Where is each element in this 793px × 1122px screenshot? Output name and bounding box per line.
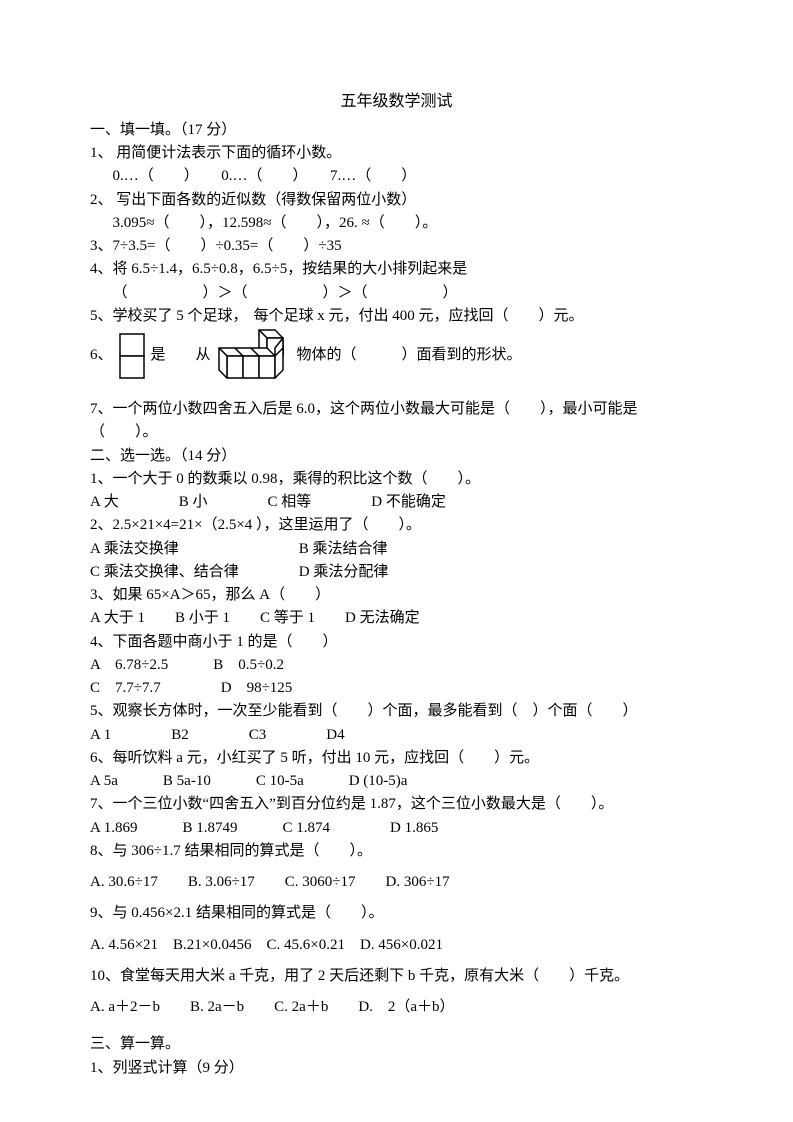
q1-6a: 6、 — [90, 344, 113, 367]
q3-1: 1、列竖式计算（9 分） — [90, 1057, 703, 1080]
q1-5b: 每个足球 x 元，付出 400 元，应找回（ ）元。 — [254, 305, 584, 328]
q1-2b: 3.095≈（ ），12.598≈（ ），26. ≈（ ）。 — [90, 212, 703, 235]
q2-7: 7、一个三位小数“四舍五入”到百分位约是 1.87，这个三位小数最大是（ ）。 — [90, 793, 703, 816]
q1-3: 3、7÷3.5=（ ）÷0.35=（ ）÷35 — [90, 235, 703, 258]
page-title: 五年级数学测试 — [90, 90, 703, 115]
q1-1b: 0.…（ ） 0.…（ ） 7.…（ ） — [90, 165, 703, 188]
q2-2b: C 乘法交换律、结合律 D 乘法分配律 — [90, 561, 703, 584]
q1-6c: 物体的（ ）面看到的形状。 — [297, 344, 522, 367]
q1-5a: 5、学校买了 5 个足球， — [90, 305, 248, 328]
q1-6-row: 6、 是 从 物体的（ ）面看到的形状。 — [90, 328, 703, 384]
two-squares-icon — [119, 333, 145, 379]
q2-7o: A 1.869 B 1.8749 C 1.874 D 1.865 — [90, 817, 703, 840]
q2-4: 4、下面各题中商小于 1 的是（ ） — [90, 631, 703, 654]
q2-1o: A 大 B 小 C 相等 D 不能确定 — [90, 491, 703, 514]
q2-6o: A 5a B 5a-10 C 10-5a D (10-5)a — [90, 770, 703, 793]
q1-4a: 4、将 6.5÷1.4，6.5÷0.8，6.5÷5，按结果的大小排列起来是 — [90, 258, 703, 281]
sec1-heading: 一、填一填。（17 分） — [90, 119, 703, 142]
q1-5-6-row: 5、学校买了 5 个足球， 每个足球 x 元，付出 400 元，应找回（ ）元。 — [90, 305, 703, 328]
q1-1a: 1、 用简便计法表示下面的循环小数。 — [90, 142, 703, 165]
q2-10o: A. a＋2－b B. 2a－b C. 2a＋b D. 2（a＋b） — [90, 996, 703, 1019]
q2-4a: A 6.78÷2.5 B 0.5÷0.2 — [90, 654, 703, 677]
q2-9: 9、与 0.456×2.1 结果相同的算式是（ ）。 — [90, 902, 703, 925]
q2-3o: A 大于 1 B 小于 1 C 等于 1 D 无法确定 — [90, 607, 703, 630]
q2-3: 3、如果 65×A＞65，那么 A（ ） — [90, 584, 703, 607]
q2-5: 5、观察长方体时，一次至少能看到（ ）个面，最多能看到（ ）个面（ ） — [90, 700, 703, 723]
q1-4b: （ ）＞（ ）＞（ ） — [90, 282, 703, 305]
q2-5o: A 1 B2 C3 D4 — [90, 724, 703, 747]
q2-2: 2、2.5×21×4=21×（2.5×4 ），这里运用了（ ）。 — [90, 514, 703, 537]
q2-8: 8、与 306÷1.7 结果相同的算式是（ ）。 — [90, 840, 703, 863]
q1-6b: 是 从 — [151, 344, 211, 367]
sec2-heading: 二、选一选。（14 分） — [90, 445, 703, 468]
cube-stack-icon — [217, 328, 291, 384]
q2-4b: C 7.7÷7.7 D 98÷125 — [90, 677, 703, 700]
q1-2a: 2、 写出下面各数的近似数（得数保留两位小数） — [90, 189, 703, 212]
q2-10: 10、食堂每天用大米 a 千克，用了 2 天后还剩下 b 千克，原有大米（ ）千… — [90, 965, 703, 988]
q2-9o: A. 4.56×21 B.21×0.0456 C. 45.6×0.21 D. 4… — [90, 934, 703, 957]
q2-1: 1、一个大于 0 的数乘以 0.98，乘得的积比这个数（ ）。 — [90, 468, 703, 491]
sec3-heading: 三、算一算。 — [90, 1033, 703, 1056]
q2-2a: A 乘法交换律 B 乘法结合律 — [90, 538, 703, 561]
q1-7: 7、一个两位小数四舍五入后是 6.0，这个两位小数最大可能是（ ），最小可能是（… — [90, 398, 703, 445]
q2-8o: A. 30.6÷17 B. 3.06÷17 C. 3060÷17 D. 306÷… — [90, 871, 703, 894]
q2-6: 6、每听饮料 a 元，小红买了 5 听，付出 10 元，应找回（ ）元。 — [90, 747, 703, 770]
